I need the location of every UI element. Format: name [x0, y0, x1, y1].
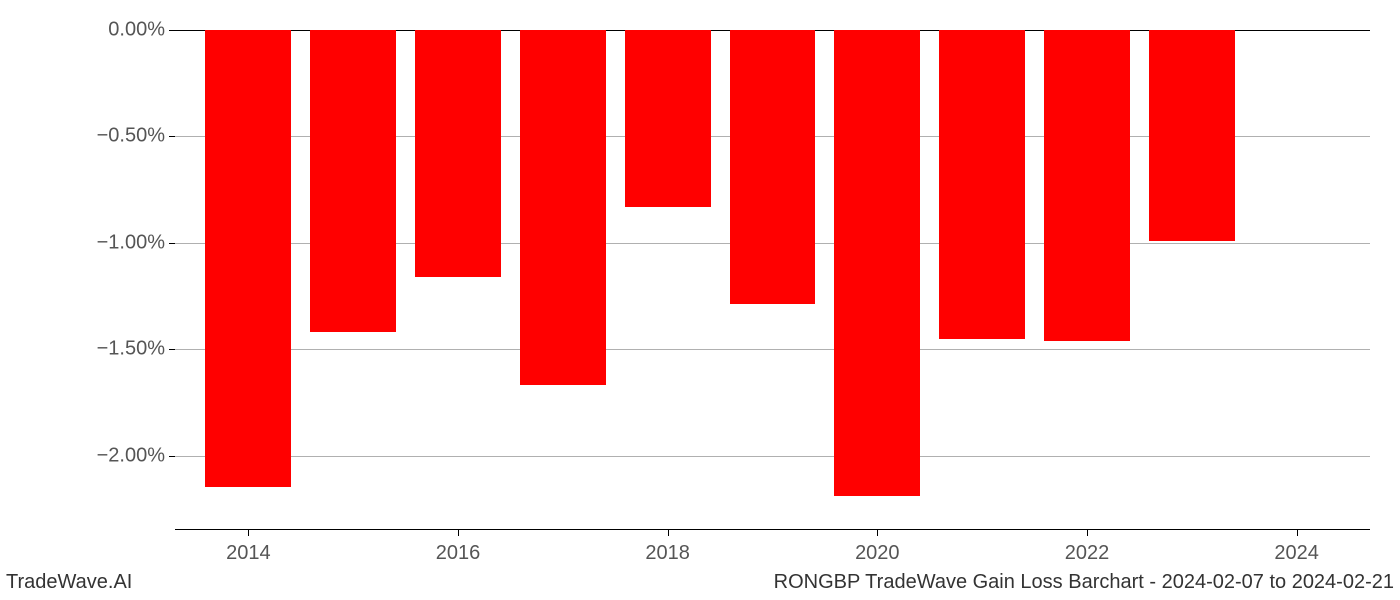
xtick-mark: [668, 530, 669, 536]
bar: [520, 30, 606, 385]
xtick-label: 2020: [855, 542, 900, 565]
xtick-mark: [458, 530, 459, 536]
bar: [1149, 30, 1235, 241]
ytick-label: 0.00%: [108, 19, 165, 42]
ytick-label: −0.50%: [97, 125, 165, 148]
bar: [939, 30, 1025, 339]
ytick-mark: [169, 456, 175, 457]
xtick-mark: [877, 530, 878, 536]
ytick-label: −1.50%: [97, 338, 165, 361]
gridline: [175, 349, 1370, 350]
xtick-mark: [1087, 530, 1088, 536]
bar: [834, 30, 920, 496]
ytick-mark: [169, 243, 175, 244]
xtick-mark: [248, 530, 249, 536]
bar: [730, 30, 816, 304]
bar: [205, 30, 291, 487]
xtick-label: 2016: [436, 542, 481, 565]
ytick-mark: [169, 30, 175, 31]
footer-left-text: TradeWave.AI: [6, 571, 132, 594]
ytick-label: −2.00%: [97, 444, 165, 467]
bar: [1044, 30, 1130, 341]
footer-right-text: RONGBP TradeWave Gain Loss Barchart - 20…: [774, 571, 1394, 594]
xtick-label: 2022: [1065, 542, 1110, 565]
gridline: [175, 456, 1370, 457]
bar: [415, 30, 501, 277]
bar: [625, 30, 711, 207]
chart-plot-area: [175, 30, 1370, 530]
xtick-label: 2014: [226, 542, 271, 565]
ytick-label: −1.00%: [97, 231, 165, 254]
xtick-label: 2024: [1274, 542, 1319, 565]
ytick-mark: [169, 136, 175, 137]
xtick-mark: [1297, 530, 1298, 536]
xtick-label: 2018: [645, 542, 690, 565]
bar: [310, 30, 396, 332]
ytick-mark: [169, 349, 175, 350]
